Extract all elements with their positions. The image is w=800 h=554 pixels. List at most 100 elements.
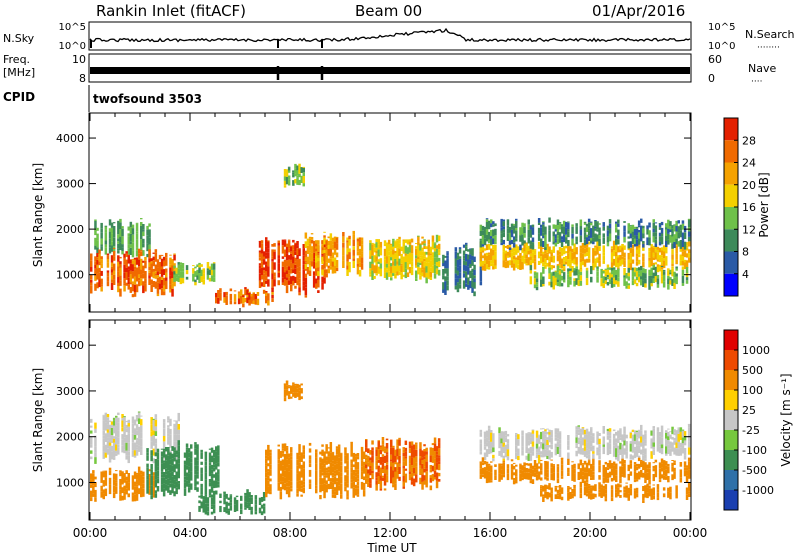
echo-cell	[400, 246, 403, 252]
echo-cell	[167, 478, 170, 486]
echo-cell	[635, 228, 639, 236]
echo-cell	[331, 452, 335, 461]
echo-cell	[544, 247, 547, 250]
echo-cell	[437, 464, 441, 471]
echo-cell	[685, 494, 689, 500]
echo-cell	[229, 494, 233, 496]
echo-cell	[585, 223, 589, 227]
echo-cell	[325, 239, 328, 241]
echo-cell	[442, 255, 445, 264]
echo-cell	[375, 447, 378, 450]
echo-cell	[398, 239, 401, 244]
echo-cell	[402, 456, 405, 462]
echo-cell	[667, 228, 670, 234]
echo-cell	[312, 283, 316, 288]
echo-cell	[679, 427, 683, 432]
echo-cell	[660, 236, 664, 245]
echo-cell	[671, 442, 674, 449]
echo-cell	[675, 273, 678, 277]
echo-cell	[467, 277, 470, 285]
echo-cell	[262, 259, 266, 265]
echo-cell	[548, 434, 551, 443]
echo-cell	[569, 260, 572, 268]
echo-cell	[131, 294, 135, 298]
echo-cell	[604, 484, 608, 490]
echo-cell	[283, 466, 287, 471]
echo-cell	[371, 440, 374, 445]
echo-cell	[244, 495, 247, 502]
echo-cell	[135, 486, 139, 494]
echo-cell	[323, 237, 326, 245]
echo-cell	[123, 421, 126, 427]
echo-cell	[108, 489, 112, 495]
echo-cell	[327, 478, 330, 482]
echo-cell	[415, 442, 418, 445]
echo-cell	[567, 229, 570, 232]
echo-cell	[660, 429, 664, 438]
echo-cell	[262, 256, 266, 259]
echo-cell	[623, 489, 626, 493]
echo-cell	[204, 496, 208, 504]
echo-cell	[685, 273, 689, 278]
echo-cell	[483, 460, 487, 465]
echo-cell	[546, 491, 549, 500]
echo-cell	[392, 445, 395, 448]
echo-cell	[531, 433, 535, 442]
echo-cell	[131, 283, 135, 292]
echo-cell	[152, 443, 155, 446]
echo-cell	[583, 222, 587, 225]
echo-cell	[550, 256, 553, 263]
echo-cell	[156, 277, 160, 283]
echo-cell	[515, 238, 518, 242]
echo-cell	[108, 445, 112, 454]
echo-cell	[590, 276, 593, 283]
echo-cell	[127, 442, 130, 448]
echo-cell	[383, 446, 387, 449]
echo-cell	[402, 246, 405, 254]
echo-cell	[402, 240, 405, 247]
echo-cell	[150, 490, 153, 496]
echo-cell	[479, 238, 483, 241]
echo-cell	[631, 441, 635, 450]
echo-cell	[294, 179, 297, 184]
echo-cell	[346, 240, 349, 243]
echo-cell	[315, 242, 318, 248]
echo-cell	[473, 291, 476, 297]
echo-cell	[552, 275, 555, 279]
echo-cell	[677, 428, 680, 434]
echo-cell	[656, 249, 660, 252]
echo-cell	[300, 167, 303, 173]
echo-cell	[685, 247, 689, 251]
echo-cell	[404, 268, 408, 273]
echo-cell	[548, 251, 551, 254]
echo-cell	[581, 427, 585, 429]
echo-cell	[325, 444, 328, 452]
echo-cell	[342, 236, 345, 243]
echo-cell	[94, 237, 97, 246]
echo-cell	[350, 472, 353, 480]
echo-cell	[665, 223, 668, 227]
echo-cell	[298, 473, 301, 480]
echo-cell	[637, 455, 641, 460]
echo-cell	[285, 389, 289, 396]
echo-cell	[94, 489, 97, 498]
echo-cell	[510, 260, 514, 266]
echo-cell	[498, 450, 501, 456]
echo-cell	[587, 241, 591, 245]
echo-cell	[596, 229, 599, 232]
echo-cell	[456, 278, 460, 283]
colorbar-tick-label: 100	[742, 384, 763, 397]
echo-cell	[119, 222, 122, 227]
echo-cell	[106, 443, 110, 449]
echo-cell	[502, 244, 505, 252]
echo-cell	[519, 227, 522, 236]
echo-cell	[142, 476, 145, 480]
echo-cell	[658, 432, 662, 437]
echo-cell	[404, 473, 408, 476]
echo-cell	[577, 440, 580, 445]
echo-cell	[531, 465, 535, 470]
echo-cell	[208, 482, 212, 487]
echo-cell	[652, 236, 655, 243]
echo-cell	[112, 246, 116, 253]
echo-cell	[519, 469, 522, 474]
